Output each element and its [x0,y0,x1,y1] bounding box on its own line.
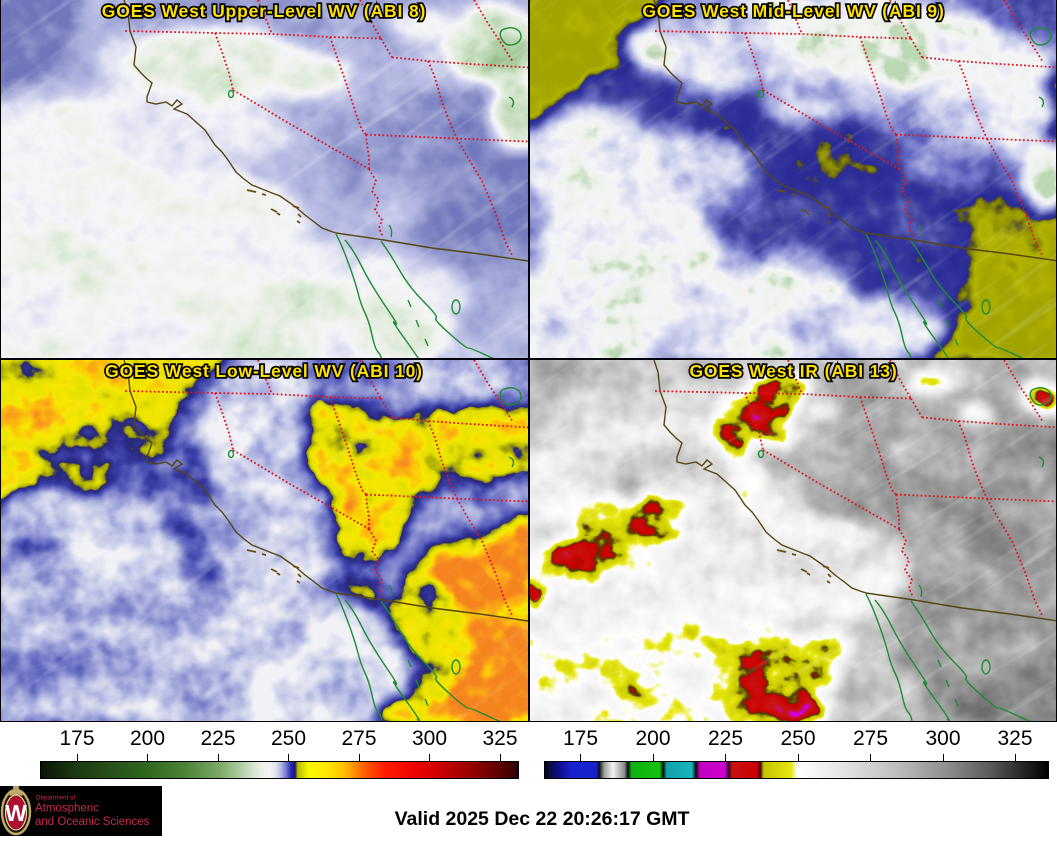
svg-text:GOES West Low-Level WV (ABI 10: GOES West Low-Level WV (ABI 10) [105,361,423,381]
svg-text:Atmospheric: Atmospheric [35,803,99,815]
svg-text:Department of: Department of [36,795,75,802]
svg-text:W: W [5,800,27,826]
svg-text:GOES West Upper-Level WV (ABI: GOES West Upper-Level WV (ABI 8) [102,1,426,21]
svg-text:GOES West IR (ABI 13): GOES West IR (ABI 13) [689,361,897,381]
svg-text:GOES West Mid-Level WV (ABI 9): GOES West Mid-Level WV (ABI 9) [642,1,944,21]
svg-text:and Oceanic Sciences: and Oceanic Sciences [35,816,150,828]
